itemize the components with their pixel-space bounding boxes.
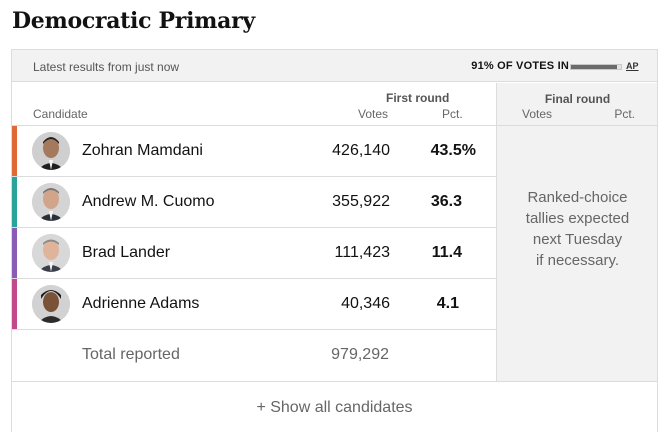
candidate-color-stripe bbox=[12, 228, 17, 278]
votes-in-progress-bar bbox=[570, 64, 622, 70]
candidate-row: Zohran Mamdani 426,140 43.5% bbox=[12, 126, 496, 177]
total-reported-label: Total reported bbox=[82, 346, 180, 363]
candidate-column-header: Candidate bbox=[33, 107, 88, 121]
candidate-pct: 4.1 bbox=[436, 295, 459, 312]
divider bbox=[497, 125, 658, 126]
candidate-row: Brad Lander 111,423 11.4 bbox=[12, 228, 496, 279]
votes-in-progress-fill bbox=[571, 65, 617, 69]
candidate-row: Andrew M. Cuomo 355,922 36.3 bbox=[12, 177, 496, 228]
candidate-votes: 111,423 bbox=[334, 244, 390, 261]
candidate-name: Zohran Mamdani bbox=[82, 142, 203, 159]
total-reported-votes: 979,292 bbox=[331, 346, 389, 363]
candidate-name: Adrienne Adams bbox=[82, 295, 200, 312]
results-status-bar: Latest results from just now 91% OF VOTE… bbox=[12, 50, 657, 82]
divider bbox=[12, 125, 496, 126]
latest-results-text: Latest results from just now bbox=[33, 60, 180, 74]
candidate-avatar bbox=[32, 285, 70, 323]
candidate-pct: 43.5% bbox=[430, 142, 476, 159]
pct-column-header: Pct. bbox=[442, 107, 463, 121]
final-votes-header: Votes bbox=[522, 107, 553, 121]
candidate-name: Brad Lander bbox=[82, 244, 171, 261]
ranked-choice-note: Ranked-choice tallies expected next Tues… bbox=[497, 187, 658, 271]
candidate-color-stripe bbox=[12, 279, 17, 329]
candidate-votes: 426,140 bbox=[332, 142, 390, 159]
ranked-choice-note-line: Ranked-choice bbox=[527, 189, 628, 206]
final-round-header: Final round bbox=[544, 92, 611, 106]
first-round-header: First round bbox=[386, 91, 450, 105]
candidate-votes: 40,346 bbox=[341, 295, 390, 312]
show-all-candidates-label: + Show all candidates bbox=[256, 399, 413, 416]
candidate-name: Andrew M. Cuomo bbox=[82, 193, 215, 210]
candidate-pct: 11.4 bbox=[431, 244, 462, 261]
candidate-avatar bbox=[32, 132, 70, 170]
final-round-column: Final round Votes Pct. Ranked-choice tal… bbox=[496, 83, 658, 381]
candidate-color-stripe bbox=[12, 177, 17, 227]
votes-column-header: Votes bbox=[358, 107, 389, 121]
candidate-votes: 355,922 bbox=[332, 193, 390, 210]
candidate-pct: 36.3 bbox=[430, 193, 462, 210]
candidate-avatar bbox=[32, 183, 70, 221]
ranked-choice-note-line: if necessary. bbox=[535, 252, 620, 269]
ap-source-link[interactable]: AP bbox=[626, 61, 639, 71]
show-all-candidates-button[interactable]: + Show all candidates bbox=[12, 381, 657, 432]
ranked-choice-note-line: next Tuesday bbox=[532, 231, 623, 248]
candidate-avatar bbox=[32, 234, 70, 272]
page-title: Democratic Primary bbox=[12, 8, 255, 34]
candidate-color-stripe bbox=[12, 126, 17, 176]
final-pct-header: Pct. bbox=[614, 107, 635, 121]
candidate-row: Adrienne Adams 40,346 4.1 bbox=[12, 279, 496, 330]
ranked-choice-note-line: tallies expected bbox=[525, 210, 630, 227]
votes-in-label: 91% OF VOTES IN bbox=[471, 60, 569, 72]
results-card: Latest results from just now 91% OF VOTE… bbox=[11, 49, 658, 432]
